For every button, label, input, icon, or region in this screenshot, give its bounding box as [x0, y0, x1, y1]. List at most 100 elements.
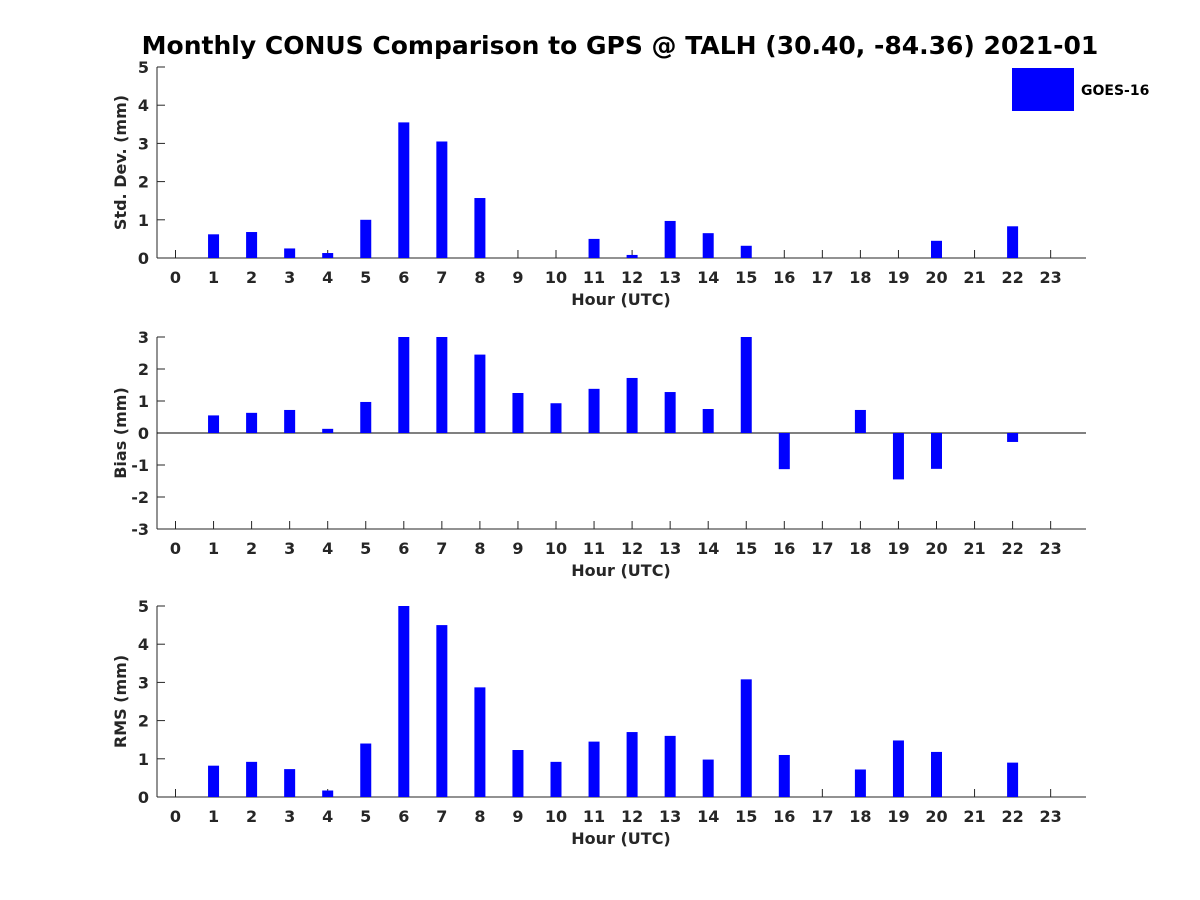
legend-label: GOES-16 [1081, 83, 1149, 99]
x-tick-label: 0 [170, 807, 181, 826]
x-tick-label: 10 [545, 807, 567, 826]
bar-hour-18 [854, 409, 866, 433]
bar-hour-4 [322, 790, 334, 797]
bar-hour-5 [360, 401, 372, 433]
bar-hour-15 [740, 679, 752, 797]
x-tick-label: 15 [735, 268, 757, 287]
x-tick-label: 13 [659, 539, 681, 558]
x-tick-label: 13 [659, 807, 681, 826]
bar-hour-2 [246, 412, 258, 433]
x-tick-label: 22 [1001, 268, 1023, 287]
bar-hour-3 [284, 409, 296, 433]
bar-hour-3 [284, 769, 296, 797]
bar-hour-11 [588, 741, 600, 797]
x-tick-label: 0 [170, 539, 181, 558]
x-tick-label: 23 [1040, 807, 1062, 826]
x-tick-label: 18 [849, 539, 871, 558]
x-tick-label: 17 [811, 268, 833, 287]
bar-hour-20 [931, 751, 942, 797]
x-tick-label: 12 [621, 807, 643, 826]
y-tick-label: -2 [131, 488, 149, 507]
bar-hour-3 [284, 248, 296, 258]
x-tick-label: 23 [1040, 268, 1062, 287]
x-tick-label: 7 [436, 807, 447, 826]
x-tick-label: 14 [697, 539, 719, 558]
bar-hour-14 [702, 759, 714, 797]
x-tick-label: 20 [925, 807, 947, 826]
y-tick-label: -1 [131, 456, 149, 475]
x-tick-label: 7 [436, 539, 447, 558]
x-tick-label: 7 [436, 268, 447, 287]
x-tick-label: 1 [208, 539, 219, 558]
bar-hour-14 [702, 233, 714, 258]
x-tick-label: 11 [583, 268, 605, 287]
bar-hour-5 [360, 743, 372, 797]
bar-hour-2 [246, 232, 258, 258]
x-tick-label: 19 [887, 539, 909, 558]
bar-hour-22 [1007, 226, 1019, 258]
x-tick-label: 4 [322, 268, 333, 287]
bar-hour-6 [398, 606, 410, 797]
x-tick-label: 16 [773, 807, 795, 826]
bar-hour-6 [398, 122, 410, 258]
bar-hour-12 [626, 377, 638, 433]
x-tick-label: 21 [963, 268, 985, 287]
x-tick-label: 11 [583, 807, 605, 826]
y-axis-label: Bias (mm) [111, 387, 130, 479]
y-tick-label: 5 [138, 597, 149, 616]
y-tick-label: 3 [138, 673, 149, 692]
y-axis-label: Std. Dev. (mm) [111, 95, 130, 230]
x-tick-label: 15 [735, 539, 757, 558]
bar-hour-8 [474, 354, 486, 433]
y-tick-label: 3 [138, 134, 149, 153]
x-tick-label: 8 [474, 539, 485, 558]
x-tick-label: 20 [925, 539, 947, 558]
x-tick-label: 19 [887, 807, 909, 826]
bar-hour-8 [474, 687, 486, 797]
x-tick-label: 3 [284, 807, 295, 826]
x-tick-label: 8 [474, 807, 485, 826]
x-tick-label: 13 [659, 268, 681, 287]
x-tick-label: 3 [284, 268, 295, 287]
bar-hour-4 [322, 428, 334, 433]
x-tick-label: 5 [360, 539, 371, 558]
y-tick-label: -3 [131, 520, 149, 539]
bar-hour-12 [626, 732, 638, 797]
y-tick-label: 2 [138, 712, 149, 731]
x-tick-label: 16 [773, 539, 795, 558]
bar-hour-11 [588, 238, 600, 258]
x-tick-label: 2 [246, 807, 257, 826]
bar-hour-14 [702, 409, 714, 433]
x-tick-label: 4 [322, 539, 333, 558]
bar-hour-7 [436, 141, 448, 258]
x-tick-label: 2 [246, 539, 257, 558]
x-axis-label: Hour (UTC) [571, 561, 671, 580]
x-tick-label: 5 [360, 807, 371, 826]
x-tick-label: 9 [512, 268, 523, 287]
legend: GOES-16 [1012, 68, 1149, 111]
y-tick-label: 2 [138, 360, 149, 379]
x-tick-label: 22 [1001, 539, 1023, 558]
bar-hour-11 [588, 388, 600, 433]
x-tick-label: 6 [398, 268, 409, 287]
bar-hour-19 [892, 433, 904, 480]
x-tick-label: 16 [773, 268, 795, 287]
x-tick-label: 4 [322, 807, 333, 826]
x-tick-label: 14 [697, 807, 719, 826]
bar-hour-8 [474, 198, 486, 258]
x-tick-label: 14 [697, 268, 719, 287]
bar-hour-2 [246, 761, 258, 797]
bar-hour-20 [931, 240, 942, 258]
bar-hour-10 [550, 403, 562, 433]
bar-hour-13 [664, 735, 676, 797]
x-tick-label: 22 [1001, 807, 1023, 826]
bar-hour-1 [208, 415, 220, 433]
bar-hour-22 [1007, 433, 1019, 442]
x-tick-label: 9 [512, 807, 523, 826]
bar-hour-1 [208, 234, 220, 258]
x-tick-label: 17 [811, 539, 833, 558]
x-tick-label: 10 [545, 539, 567, 558]
